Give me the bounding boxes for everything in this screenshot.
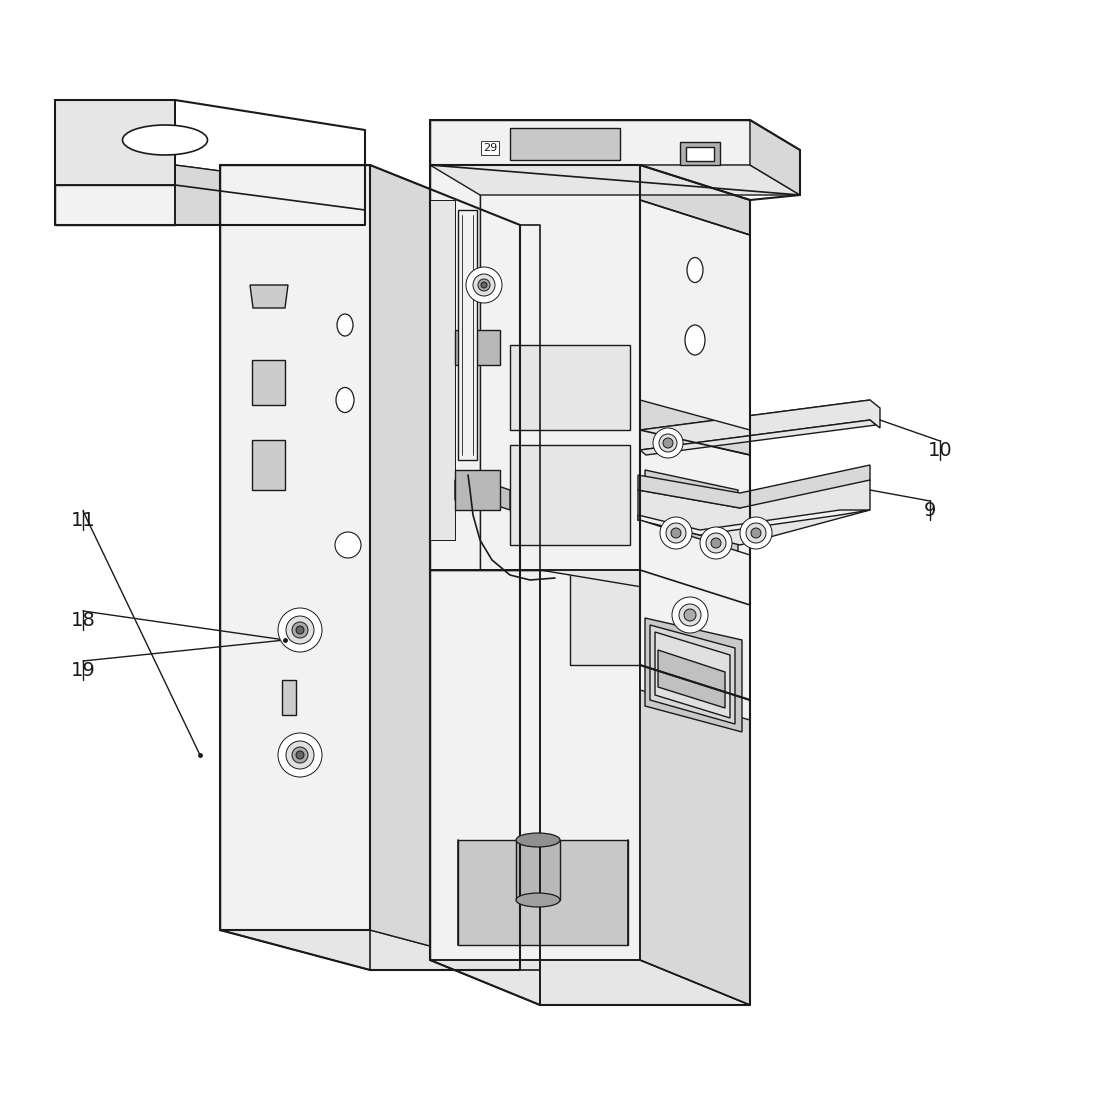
Circle shape: [740, 517, 772, 549]
Circle shape: [481, 283, 487, 288]
Polygon shape: [480, 165, 640, 570]
Text: 9: 9: [924, 500, 936, 519]
Polygon shape: [645, 615, 740, 695]
Polygon shape: [455, 480, 510, 510]
Polygon shape: [430, 570, 640, 960]
Text: 10: 10: [928, 440, 952, 460]
Polygon shape: [55, 100, 365, 210]
Polygon shape: [430, 570, 750, 606]
Polygon shape: [640, 400, 870, 450]
Polygon shape: [458, 210, 477, 460]
Circle shape: [671, 528, 681, 538]
Polygon shape: [658, 650, 726, 708]
Polygon shape: [570, 570, 640, 665]
Polygon shape: [430, 200, 455, 540]
Circle shape: [747, 523, 766, 543]
Circle shape: [286, 616, 314, 644]
Polygon shape: [175, 165, 365, 224]
Circle shape: [466, 267, 502, 303]
Polygon shape: [252, 440, 285, 489]
Polygon shape: [455, 470, 500, 510]
Polygon shape: [252, 360, 285, 405]
Polygon shape: [430, 165, 480, 570]
Polygon shape: [220, 165, 371, 930]
Polygon shape: [638, 465, 870, 508]
Text: 19: 19: [71, 660, 95, 680]
Ellipse shape: [685, 325, 705, 355]
Polygon shape: [686, 147, 714, 161]
Polygon shape: [640, 430, 750, 606]
Polygon shape: [430, 960, 750, 1005]
Circle shape: [478, 279, 490, 291]
Polygon shape: [282, 680, 296, 715]
Ellipse shape: [517, 894, 560, 907]
Circle shape: [292, 622, 307, 638]
Circle shape: [672, 597, 708, 633]
Circle shape: [679, 604, 701, 626]
Polygon shape: [640, 570, 750, 700]
Circle shape: [666, 523, 686, 543]
Polygon shape: [645, 470, 738, 618]
Polygon shape: [430, 165, 800, 195]
Circle shape: [278, 733, 322, 777]
Ellipse shape: [336, 388, 354, 413]
Circle shape: [278, 608, 322, 652]
Circle shape: [335, 532, 361, 558]
Polygon shape: [458, 840, 628, 945]
Polygon shape: [517, 840, 560, 900]
Polygon shape: [638, 475, 870, 545]
Polygon shape: [640, 665, 750, 1005]
Text: 29: 29: [483, 143, 497, 153]
Circle shape: [706, 533, 726, 553]
Circle shape: [296, 751, 304, 759]
Circle shape: [292, 747, 307, 763]
Polygon shape: [510, 128, 620, 160]
Polygon shape: [640, 420, 876, 456]
Polygon shape: [640, 520, 750, 721]
Polygon shape: [371, 165, 520, 970]
Ellipse shape: [517, 833, 560, 848]
Circle shape: [751, 528, 761, 538]
Polygon shape: [650, 625, 735, 685]
Circle shape: [660, 517, 692, 549]
Circle shape: [700, 527, 732, 560]
Circle shape: [711, 538, 721, 548]
Polygon shape: [220, 930, 520, 970]
Ellipse shape: [123, 125, 208, 155]
Ellipse shape: [687, 257, 703, 283]
Polygon shape: [638, 510, 870, 535]
Polygon shape: [640, 575, 750, 680]
Polygon shape: [640, 165, 750, 700]
Circle shape: [286, 741, 314, 769]
Polygon shape: [680, 142, 720, 165]
Ellipse shape: [337, 314, 353, 336]
Polygon shape: [645, 618, 742, 731]
Polygon shape: [430, 120, 750, 165]
Polygon shape: [250, 285, 288, 308]
Circle shape: [473, 274, 495, 296]
Polygon shape: [650, 625, 735, 724]
Polygon shape: [510, 445, 630, 545]
Polygon shape: [55, 185, 175, 224]
Text: 11: 11: [71, 510, 95, 530]
Circle shape: [662, 438, 672, 448]
Polygon shape: [750, 120, 800, 195]
Circle shape: [659, 434, 677, 452]
Circle shape: [296, 626, 304, 634]
Circle shape: [684, 609, 696, 621]
Polygon shape: [455, 330, 500, 365]
Text: 18: 18: [71, 611, 95, 630]
Polygon shape: [640, 200, 750, 430]
Polygon shape: [640, 400, 880, 450]
Circle shape: [653, 428, 684, 458]
Polygon shape: [655, 632, 730, 718]
Polygon shape: [510, 345, 630, 430]
